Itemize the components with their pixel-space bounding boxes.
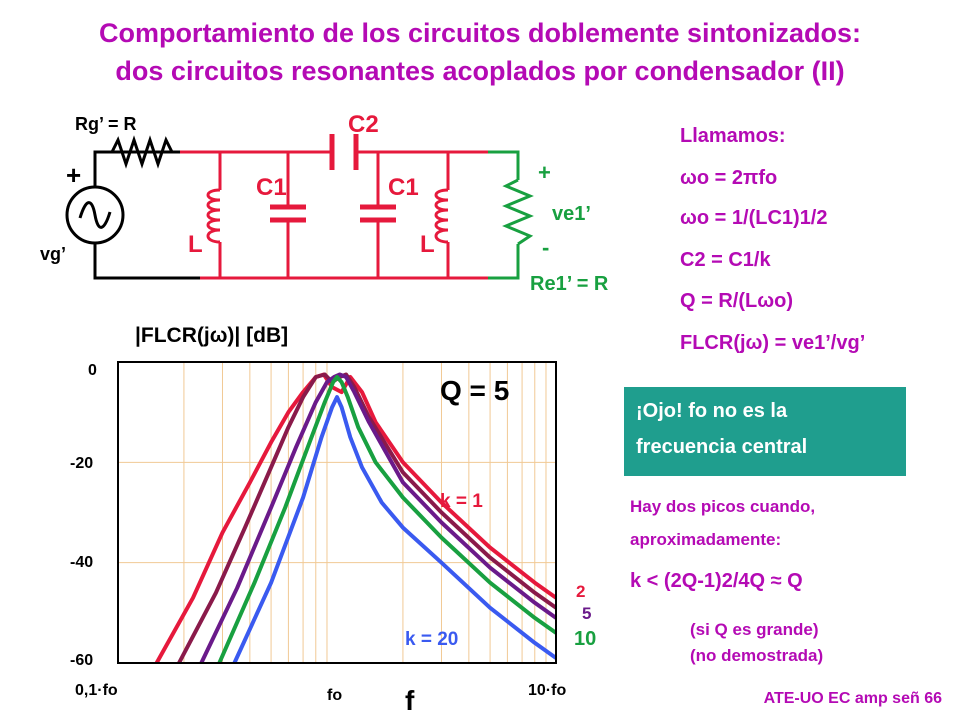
inductor-left-icon	[206, 188, 221, 244]
vg-label: vg’	[40, 244, 66, 264]
bode-chart: |FLCR(jω)| [dB] 0 -20 -40 -60 0,1·fo fo …	[70, 324, 596, 716]
note-condition: k < (2Q-1)2/4Q ≈ Q	[630, 570, 803, 592]
sine-wave-icon	[78, 201, 112, 229]
title-line-1: Comportamiento de los circuitos doblemen…	[98, 18, 862, 48]
c1-right-label: C1	[388, 174, 419, 201]
x-tick-0: 0,1·fo	[75, 682, 118, 699]
load-plus-label: +	[538, 160, 551, 185]
y-tick-0: 0	[88, 362, 97, 379]
series-line-4	[232, 395, 558, 664]
formula-3: C2 = C1/k	[680, 249, 771, 271]
l-left-label: L	[188, 231, 203, 258]
plot-frame	[117, 361, 557, 664]
page-title: Comportamiento de los circuitos doblemen…	[0, 14, 960, 90]
warning-line-1: ¡Ojo! fo no es la	[636, 400, 788, 422]
x-tick-1: fo	[327, 687, 342, 704]
footer-label: ATE-UO EC amp señ 66	[763, 690, 942, 707]
formulas-heading: Llamamos:	[680, 125, 786, 147]
warning-line-2: frecuencia central	[636, 436, 808, 458]
circuit-diagram: Rg’ = R vg’ + C2 C1 C1 L L + ve1’ - Re1’…	[40, 111, 609, 295]
wire-bottom-left	[93, 243, 200, 280]
source-plus-label: +	[66, 160, 81, 190]
warning-box: ¡Ojo! fo no es la frecuencia central	[624, 387, 906, 476]
load-minus-label: -	[542, 235, 549, 260]
l-right-label: L	[420, 231, 435, 258]
rg-label: Rg’ = R	[75, 114, 137, 134]
wire-top-left	[93, 150, 180, 187]
series-line-2	[199, 372, 558, 664]
title-line-2: dos circuitos resonantes acoplados por c…	[115, 56, 845, 86]
series-label-k2: 2	[576, 582, 585, 601]
series-line-3	[217, 375, 558, 664]
c1-left-label: C1	[256, 174, 287, 201]
y-axis-label: |FLCR(jω)| [dB]	[135, 324, 288, 347]
series-label-k20: k = 20	[405, 629, 458, 650]
q-annotation: Q = 5	[440, 375, 509, 406]
formula-4: Q = R/(Lωo)	[680, 290, 793, 312]
series-label-k1: k = 1	[440, 491, 483, 512]
y-tick-1: -20	[70, 455, 93, 472]
formula-1: ωo = 2πfo	[680, 167, 778, 189]
x-tick-2: 10·fo	[528, 682, 566, 699]
series-label-k10: 10	[574, 628, 596, 650]
formula-5: FLCR(jω) = ve1’/vg’	[680, 332, 866, 354]
note-line-1: Hay dos picos cuando,	[630, 497, 816, 516]
resistor-re1-icon	[502, 178, 534, 246]
formula-2: ωo = 1/(LC1)1/2	[680, 207, 828, 229]
inductor-right-icon	[434, 188, 449, 244]
note-line-2: aproximadamente:	[630, 530, 782, 549]
chart-curves	[154, 372, 558, 664]
note-line-3: (si Q es grande)	[690, 620, 819, 639]
ve1-label: ve1’	[552, 203, 591, 225]
note-line-4: (no demostrada)	[690, 646, 824, 665]
y-tick-3: -60	[70, 652, 93, 669]
c2-label: C2	[348, 111, 379, 138]
series-label-k5: 5	[582, 604, 591, 623]
x-axis-label: f	[405, 685, 415, 716]
re1-label: Re1’ = R	[530, 273, 609, 295]
resistor-rg-icon	[110, 135, 180, 169]
y-tick-2: -40	[70, 554, 93, 571]
